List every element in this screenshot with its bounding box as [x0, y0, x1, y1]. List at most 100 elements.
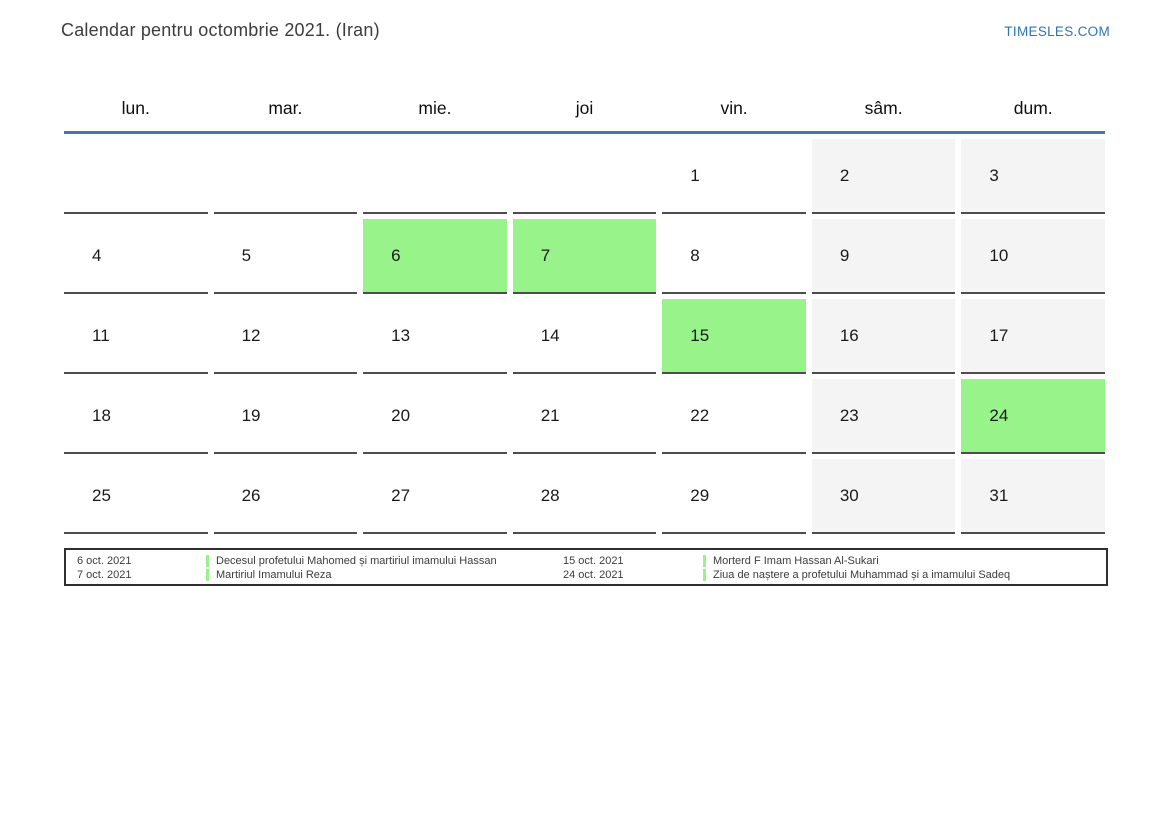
day-cell-24: 24	[961, 374, 1105, 454]
day-cell-10: 10	[961, 214, 1105, 294]
day-cell-background: 24	[961, 379, 1105, 454]
event-marker-icon	[206, 569, 209, 581]
day-cell-13: 13	[363, 294, 507, 374]
day-cell-background: 26	[213, 459, 358, 534]
legend-date: 15 oct. 2021	[563, 555, 624, 567]
legend-event: Martiriul Imamului Reza	[206, 568, 497, 582]
calendar: lun. mar. mie. joi vin. sâm. dum. 1 2 3 4 5 6 7 8 9 10 1…	[64, 85, 1105, 534]
day-cell-27: 27	[363, 454, 507, 534]
day-cell-25: 25	[64, 454, 208, 534]
event-marker-icon	[703, 555, 706, 567]
day-cell-9: 9	[811, 214, 956, 294]
day-cell-background: 4	[64, 219, 208, 294]
day-cell-background: 14	[512, 299, 657, 374]
day-number: 8	[690, 245, 700, 265]
week-row: 18 19 20 21 22 23 24	[64, 374, 1105, 454]
day-number: 28	[540, 485, 560, 505]
legend-date: 24 oct. 2021	[563, 569, 624, 581]
weekday-header: mie.	[418, 97, 452, 118]
day-cell-background	[363, 139, 507, 214]
day-cell-background: 1	[662, 139, 806, 214]
event-label: Ziua de naștere a profetului Muhammad și…	[713, 569, 1011, 581]
day-cell-18: 18	[64, 374, 208, 454]
day-number: 26	[241, 485, 261, 505]
day-cell-21: 21	[512, 374, 657, 454]
day-cell-background: 16	[811, 299, 956, 374]
page-title: Calendar pentru octombrie 2021. (Iran)	[61, 20, 380, 40]
day-number: 27	[391, 485, 411, 505]
day-number: 19	[241, 405, 261, 425]
day-cell-background: 3	[961, 139, 1105, 214]
week-row: 11 12 13 14 15 16 17	[64, 294, 1105, 374]
day-number: 2	[839, 165, 850, 185]
legend-date: 7 oct. 2021	[77, 569, 132, 581]
day-cell-29: 29	[662, 454, 806, 534]
day-number: 20	[391, 405, 411, 425]
day-cell-28: 28	[512, 454, 657, 534]
day-cell-background: 18	[64, 379, 208, 454]
day-number: 24	[989, 405, 1009, 425]
day-cell-background: 7	[512, 219, 657, 294]
weekday-row: lun. mar. mie. joi vin. sâm. dum.	[64, 85, 1105, 131]
day-number: 1	[690, 165, 700, 185]
day-cell-background: 11	[64, 299, 208, 374]
calendar-grid: 1 2 3 4 5 6 7 8 9 10 11 12 13 14 15 16 17 18 19 20 21 22 23 24 2…	[64, 134, 1105, 534]
day-cell-5: 5	[213, 214, 358, 294]
day-number: 17	[989, 325, 1009, 345]
day-number: 21	[540, 405, 560, 425]
legend-events-group-1: Decesul profetului Mahomed și martiriul …	[206, 554, 497, 582]
day-cell-background: 6	[363, 219, 507, 294]
event-marker-icon	[703, 569, 706, 581]
day-number: 5	[241, 245, 252, 265]
weekday-header: mar.	[268, 97, 303, 118]
day-cell-background: 15	[662, 299, 806, 374]
event-marker-icon	[206, 555, 209, 567]
day-cell-6: 6	[363, 214, 507, 294]
day-cell-11: 11	[64, 294, 208, 374]
day-cell-background	[512, 139, 657, 214]
day-cell-background: 29	[662, 459, 806, 534]
day-cell-17: 17	[961, 294, 1105, 374]
event-label: Morterd F Imam Hassan Al-Sukari	[713, 555, 879, 567]
day-cell-background: 12	[213, 299, 358, 374]
day-cell-background: 10	[961, 219, 1105, 294]
day-cell-background: 28	[512, 459, 657, 534]
weekday-header: dum.	[1013, 97, 1053, 118]
legend-event: Morterd F Imam Hassan Al-Sukari	[703, 554, 1010, 568]
day-cell-empty	[213, 134, 358, 214]
day-number: 13	[391, 325, 411, 345]
day-cell-23: 23	[811, 374, 956, 454]
day-cell-31: 31	[961, 454, 1105, 534]
day-cell-19: 19	[213, 374, 358, 454]
day-number: 23	[839, 405, 859, 425]
day-cell-background: 30	[811, 459, 956, 534]
header-divider-line	[64, 131, 1105, 134]
event-label: Decesul profetului Mahomed și martiriul …	[216, 555, 497, 567]
day-cell-background: 31	[961, 459, 1105, 534]
day-cell-22: 22	[662, 374, 806, 454]
week-row: 4 5 6 7 8 9 10	[64, 214, 1105, 294]
timesles-link[interactable]: TIMESLES.COM	[1004, 24, 1110, 39]
day-cell-background	[64, 139, 208, 214]
day-cell-4: 4	[64, 214, 208, 294]
day-cell-7: 7	[512, 214, 657, 294]
day-cell-14: 14	[512, 294, 657, 374]
day-number: 16	[839, 325, 859, 345]
day-cell-background: 23	[811, 379, 956, 454]
legend-dates-group-1: 6 oct. 2021 7 oct. 2021	[77, 554, 131, 582]
day-cell-1: 1	[662, 134, 806, 214]
day-number: 29	[690, 485, 710, 505]
day-number: 31	[989, 485, 1009, 505]
day-cell-background: 8	[662, 219, 806, 294]
day-number: 25	[92, 485, 111, 505]
day-number: 11	[92, 325, 110, 345]
legend: 6 oct. 2021 7 oct. 2021 Decesul profetulu…	[64, 548, 1108, 586]
day-cell-empty	[363, 134, 507, 214]
day-cell-background: 13	[363, 299, 507, 374]
day-cell-background: 5	[213, 219, 358, 294]
week-row: 1 2 3	[64, 134, 1105, 214]
day-number: 3	[989, 165, 999, 185]
day-cell-26: 26	[213, 454, 358, 534]
day-cell-background: 19	[213, 379, 358, 454]
day-cell-background	[213, 139, 358, 214]
